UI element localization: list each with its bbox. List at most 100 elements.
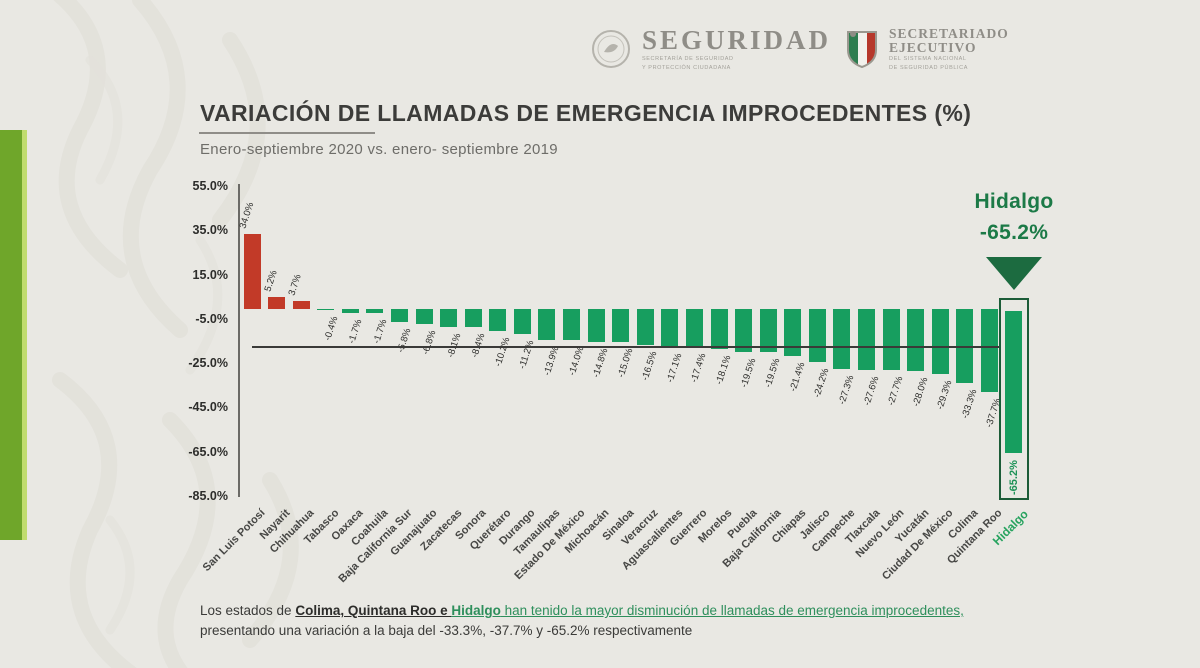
- y-axis-line: [238, 184, 240, 497]
- seguridad-sub-line2: Y PROTECCIÓN CIUDADANA: [642, 64, 731, 71]
- bar-value-label: -5.8%: [395, 326, 414, 354]
- bar-Yucatán: [907, 308, 925, 371]
- y-axis-tick-label: -5.0%: [195, 311, 228, 326]
- bar-Hidalgo: [1005, 310, 1023, 454]
- bar-Guerrero: [685, 308, 703, 348]
- bar-value-label: -27.6%: [861, 374, 881, 407]
- bar-value-label: -17.4%: [689, 352, 709, 385]
- bar-value-label: -19.5%: [762, 356, 783, 390]
- bar-Durango: [513, 308, 531, 334]
- bar-Tamaulipas: [538, 308, 556, 340]
- bar-value-label: -24.2%: [812, 367, 832, 400]
- y-axis-tick-label: -65.0%: [188, 444, 228, 459]
- bar-San Luis Potosí: [243, 233, 261, 309]
- average-reference-line: [252, 346, 999, 348]
- hidalgo-highlight-box: [999, 298, 1029, 500]
- bar-Sinaloa: [612, 308, 630, 342]
- bar-value-label: -6.8%: [420, 328, 439, 356]
- bar-value-label: -18.1%: [713, 353, 734, 386]
- mexico-seal-icon: [592, 30, 630, 68]
- chart-title: VARIACIÓN DE LLAMADAS DE EMERGENCIA IMPR…: [200, 100, 972, 126]
- left-accent-bar-edge: [22, 130, 27, 540]
- header: SEGURIDAD SECRETARÍA DE SEGURIDAD Y PROT…: [590, 18, 1010, 80]
- bar-value-label: -21.4%: [787, 361, 808, 394]
- footer-note: Los estados de Colima, Quintana Roo e Hi…: [200, 601, 1070, 641]
- bar-value-label: 3.7%: [286, 272, 304, 297]
- annotation-value: -65.2%: [979, 221, 1049, 244]
- seguridad-sub-line1: SECRETARÍA DE SEGURIDAD: [642, 56, 734, 62]
- y-axis-tick-label: -85.0%: [188, 488, 228, 503]
- y-axis-tick-label: 35.0%: [192, 223, 228, 238]
- bar-value-label: -27.3%: [836, 374, 857, 407]
- bar-Coahuila: [366, 308, 384, 313]
- bar-value-label: -33.3%: [959, 387, 980, 420]
- left-accent-bar: [0, 130, 22, 540]
- bar-Baja California: [759, 308, 777, 352]
- y-axis-tick-label: 55.0%: [192, 179, 228, 194]
- footer-line1-states: Colima, Quintana Roo e: [295, 603, 452, 618]
- bar-value-label: -10.2%: [492, 336, 513, 369]
- bar-value-label: -27.7%: [885, 375, 906, 408]
- bar-Sonora: [464, 308, 482, 328]
- bar-Aguascalientes: [661, 308, 679, 347]
- bar-Nayarit: [268, 297, 286, 309]
- mexico-shield-icon: [847, 31, 878, 69]
- bar-value-label: -11.2%: [517, 338, 537, 370]
- bar-Estado De México: [563, 308, 581, 340]
- bar-value-label: -1.7%: [371, 317, 390, 345]
- seguridad-brand: SEGURIDAD SECRETARÍA DE SEGURIDAD Y PROT…: [590, 27, 831, 71]
- bar-Chiapas: [784, 308, 802, 357]
- bar-Colima: [956, 308, 974, 383]
- chart-subtitle: Enero-septiembre 2020 vs. enero- septiem…: [200, 141, 558, 158]
- bar-Nuevo León: [882, 308, 900, 371]
- secretariado-brand: SECRETARIADO EJECUTIVO DEL SISTEMA NACIO…: [845, 27, 1009, 71]
- footer-line1-intro: Los estados de: [200, 603, 296, 618]
- hidalgo-bar-value-label: -65.2%: [1008, 460, 1020, 495]
- annotation-state: Hidalgo: [974, 190, 1054, 213]
- bar-value-label: -0.4%: [322, 314, 341, 342]
- y-axis-tick-label: -25.0%: [188, 356, 228, 371]
- bar-Querétaro: [489, 308, 507, 332]
- bar-Zacatecas: [440, 308, 458, 327]
- secretariado-sub-line2: DE SEGURIDAD PÚBLICA: [889, 64, 968, 71]
- bar-Tabasco: [317, 308, 335, 310]
- secretariado-title-line2: EJECUTIVO: [889, 39, 977, 55]
- secretariado-sub-line1: DEL SISTEMA NACIONAL: [889, 56, 967, 62]
- footer-line1-hidalgo: Hidalgo: [451, 603, 501, 618]
- secretariado-title-line1: SECRETARIADO: [889, 26, 1009, 41]
- bar-Veracruz: [636, 308, 654, 346]
- y-axis-tick-label: -45.0%: [188, 400, 228, 415]
- bar-value-label: -13.9%: [541, 344, 562, 377]
- bar-Oaxaca: [341, 308, 359, 313]
- annotation-arrow-down-icon: [986, 257, 1042, 290]
- bar-Guanajuato: [415, 308, 433, 324]
- bar-value-label: -14.8%: [590, 346, 611, 379]
- bar-value-label: -14.0%: [566, 344, 586, 377]
- bar-Puebla: [735, 308, 753, 352]
- bar-value-label: -19.5%: [738, 356, 759, 390]
- footer-line2: presentando una variación a la baja del …: [200, 623, 693, 638]
- bar-value-label: -1.7%: [346, 317, 365, 345]
- bar-Tlaxcala: [858, 308, 875, 370]
- bar-value-label: -28.0%: [910, 375, 931, 408]
- bar-Chihuahua: [292, 300, 310, 309]
- bar-Ciudad De México: [931, 308, 949, 374]
- y-axis-tick-label: 15.0%: [192, 267, 228, 282]
- seguridad-logo-text: SEGURIDAD: [642, 25, 832, 55]
- bar-value-label: -29.3%: [934, 378, 955, 411]
- bar-Michoacán: [587, 308, 605, 342]
- bar-Morelos: [710, 308, 728, 349]
- bar-value-label: -15.0%: [615, 347, 636, 380]
- bar-value-label: -16.5%: [639, 350, 660, 383]
- title-underline: [199, 132, 375, 134]
- footer-line1: Los estados de Colima, Quintana Roo e Hi…: [200, 601, 1070, 621]
- bar-Baja California Sur: [390, 308, 408, 322]
- bar-value-label: 34.0%: [237, 200, 257, 230]
- bar-value-label: -17.1%: [664, 351, 685, 384]
- x-axis-label-San Luis Potosí: San Luis Potosí: [200, 507, 268, 574]
- footer-line1-green-text: han tenido la mayor disminución de llama…: [500, 603, 964, 618]
- bar-Jalisco: [808, 308, 826, 363]
- bar-Quintana Roo: [980, 308, 998, 393]
- bar-Campeche: [833, 308, 851, 370]
